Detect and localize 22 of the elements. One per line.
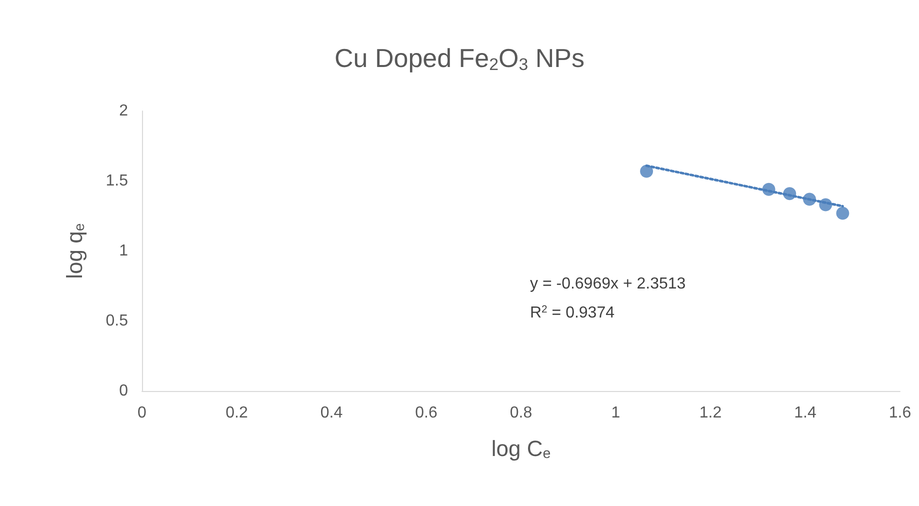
- y-tick-label: 0.5: [106, 312, 128, 330]
- x-tick-label: 0.6: [415, 404, 438, 422]
- x-tick-label: 0.8: [510, 404, 532, 422]
- y-tick-label: 1: [119, 242, 128, 260]
- x-tick-label: 1.2: [699, 404, 722, 422]
- y-tick-label: 1.5: [106, 172, 128, 190]
- point: [762, 182, 776, 196]
- y-tick-label: 0: [119, 382, 128, 400]
- y-axis-title: log qe: [62, 223, 88, 279]
- x-tick-label: 1.4: [794, 404, 816, 422]
- point: [783, 187, 796, 200]
- point: [819, 198, 832, 212]
- x-tick-label: 0: [138, 404, 147, 422]
- x-tick-label: 0.2: [226, 404, 248, 422]
- annotation: y = -0.6969x + 2.3513: [530, 276, 686, 292]
- x-tick-label: 1.6: [888, 404, 912, 422]
- point: [836, 206, 850, 220]
- point: [803, 192, 816, 206]
- point: [640, 164, 654, 178]
- x-tick-label: 1: [611, 404, 620, 422]
- x-tick-label: 0.4: [320, 404, 343, 422]
- y-tick-label: 2: [119, 102, 128, 120]
